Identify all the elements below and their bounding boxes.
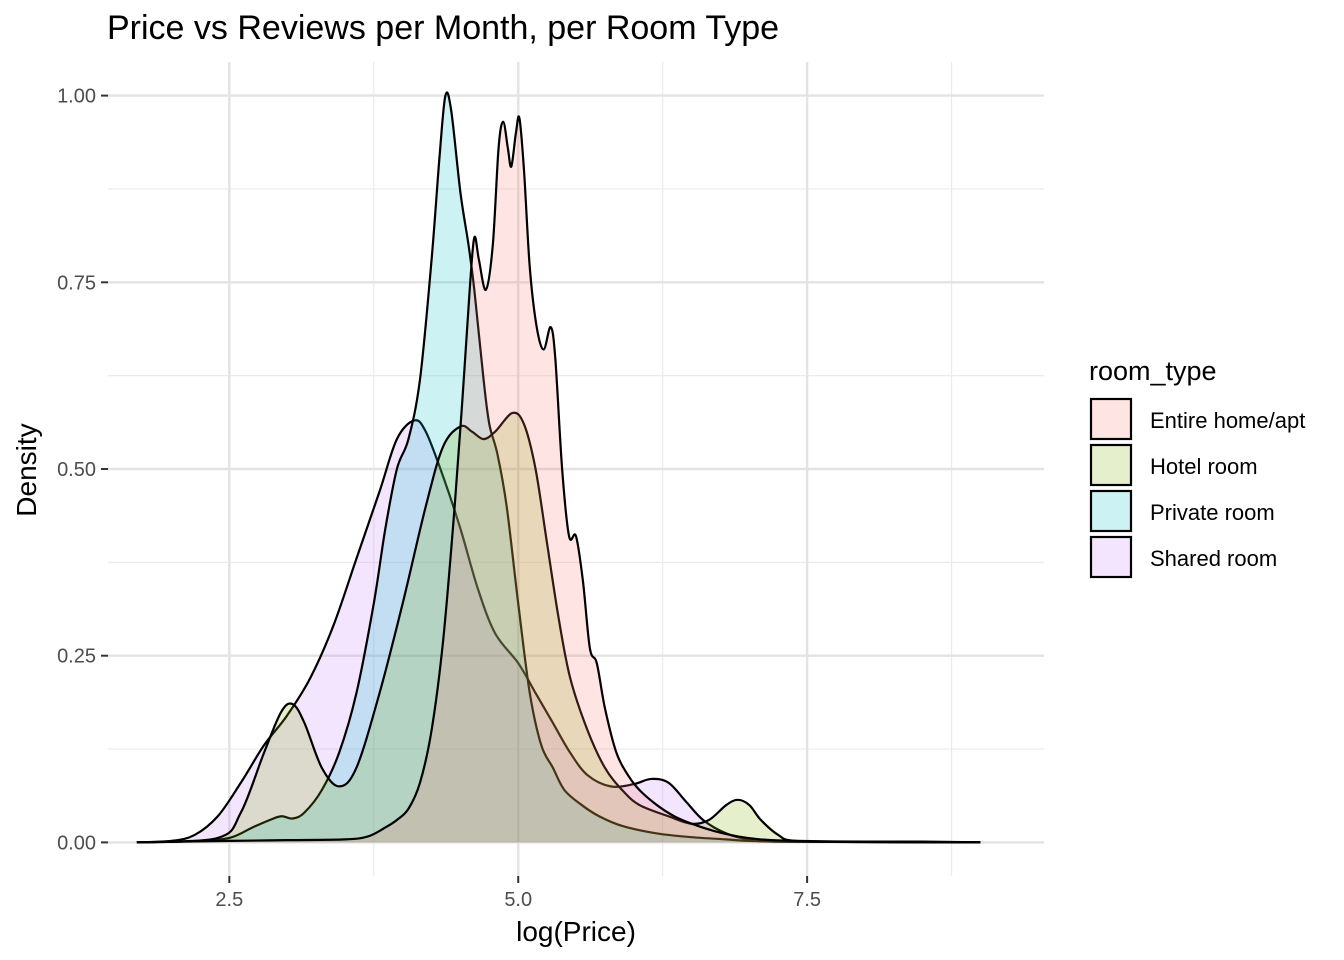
legend-key-hotel-room: [1089, 443, 1133, 487]
legend-key-background: [1090, 444, 1132, 486]
x-tick-label: 7.5: [793, 889, 821, 911]
y-axis-title: Density: [11, 423, 42, 516]
legend: room_type Entire home/apt Hotel room Priva…: [1089, 356, 1305, 579]
legend-key-background: [1090, 536, 1132, 578]
chart-title: Price vs Reviews per Month, per Room Typ…: [107, 9, 779, 47]
legend-label-shared-room: Shared room: [1150, 546, 1277, 571]
density-line-private-room: [136, 91, 981, 844]
legend-label-private-room: Private room: [1150, 500, 1275, 525]
legend-key-background: [1090, 398, 1132, 440]
legend-key-entire-home-apt: [1089, 397, 1133, 441]
density-area-entire-home-apt: [136, 116, 981, 843]
x-tick-label: 2.5: [215, 889, 243, 911]
density-line-shared-room: [136, 419, 981, 844]
x-axis-ticks: 2.5 5.0 7.5: [215, 876, 821, 911]
legend-key-private-room: [1089, 489, 1133, 533]
legend-key-shared-room: [1089, 535, 1133, 579]
legend-label-entire-home-apt: Entire home/apt: [1150, 408, 1305, 433]
x-axis-title: log(Price): [516, 916, 636, 947]
y-tick-label: 1.00: [57, 86, 96, 108]
legend-label-hotel-room: Hotel room: [1150, 454, 1258, 479]
x-tick-label: 5.0: [504, 889, 532, 911]
y-tick-label: 0.00: [57, 832, 96, 854]
density-area-shared-room: [136, 420, 981, 843]
density-line-hotel-room: [136, 411, 981, 844]
y-axis-ticks: 0.00 0.25 0.50 0.75 1.00: [57, 86, 108, 854]
density-curves: [136, 91, 981, 844]
y-tick-label: 0.50: [57, 459, 96, 481]
y-tick-label: 0.25: [57, 646, 96, 668]
y-tick-label: 0.75: [57, 272, 96, 294]
legend-key-background: [1090, 490, 1132, 532]
density-line-entire-home-apt: [136, 115, 981, 844]
density-area-hotel-room: [136, 412, 981, 843]
legend-title: room_type: [1089, 356, 1217, 386]
